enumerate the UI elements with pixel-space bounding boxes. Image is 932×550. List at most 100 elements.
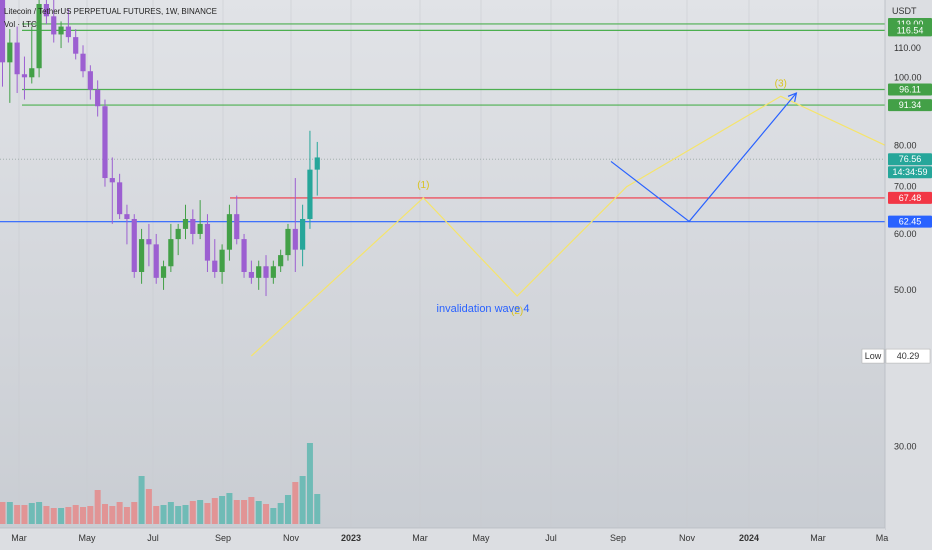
volume-bar [175,506,182,524]
volume-bar [314,494,321,524]
candle-body [124,214,130,219]
candle-body [14,42,20,75]
candle-body [153,244,159,278]
volume-bar [65,507,72,524]
y-tick-label: 60.00 [894,229,917,239]
volume-bar [21,505,28,524]
low-value-box [885,348,931,364]
volume-bar [211,498,218,524]
volume-bar [87,506,94,524]
elliott-wave-path [250,95,932,357]
x-tick-label: Mar [11,533,27,543]
low-label-box [861,348,885,364]
candle-body [80,53,86,72]
x-tick-label: May [78,533,96,543]
price-badge-label: 14:34:59 [892,167,927,177]
candle-body [36,4,42,69]
volume-bar [131,502,138,524]
y-tick-label: 30.00 [894,442,917,452]
volume-bar [219,496,226,524]
price-badge [888,215,932,228]
candle-body [109,178,115,183]
candle-body [219,249,225,272]
price-badge-label: 116.54 [897,25,924,35]
volume-bar [0,502,6,524]
alternate-path [610,92,797,223]
price-axis[interactable] [885,0,932,550]
volume-bar [197,500,204,524]
candle-body [21,74,28,78]
volume-bar [226,493,233,524]
candle-body [131,218,137,272]
volume-bar [6,502,13,524]
wave-label: (2) [511,306,523,317]
volume-bar [160,505,167,524]
candle-body [175,228,181,240]
x-tick-label: May [472,533,490,543]
candle-body [168,239,174,267]
symbol-title: Litecoin / TetherUS PERPETUAL FUTURES, 1… [4,7,217,16]
x-tick-label: 2024 [739,533,759,543]
volume-bar [153,506,160,524]
volume-bar [80,507,87,524]
candle-body [197,223,203,234]
volume-bar [241,500,248,524]
volume-bar [233,500,240,524]
volume-bar [101,504,108,524]
volume-bar [167,502,174,524]
candle-body [212,260,218,272]
volume-bar [277,503,284,524]
volume-bar [270,508,277,524]
volume-bar [145,489,152,524]
candle-body [190,218,196,234]
candle-body [95,89,101,107]
candle-body [138,239,145,272]
price-badge [888,99,932,112]
volume-indicator-label: Vol · LTC [4,20,37,29]
x-tick-label: Mar [810,533,826,543]
x-tick-label: 2023 [341,533,361,543]
price-badge [888,166,932,179]
price-badge-label: 96.11 [899,84,921,94]
x-tick-label: Nov [283,533,300,543]
candle-body [7,42,13,63]
volume-bar [28,503,35,524]
volume-bar [299,476,306,524]
candle-body [51,16,57,35]
candle-body [102,106,108,179]
candle-body [307,169,313,219]
low-label: Low [865,351,882,361]
candle-body [263,266,269,278]
currency-label: USDT [892,6,917,16]
price-badge-label: 76.56 [899,154,922,164]
invalidation-note: invalidation wave 4 [437,303,530,315]
x-tick-label: Ma [876,533,889,543]
candle-body [87,71,93,90]
volume-bar [36,502,43,524]
volume-bar [43,506,50,524]
candle-body [117,182,123,215]
time-axis[interactable] [0,528,885,550]
volume-bar [248,497,255,524]
price-badge-label: 67.48 [899,193,922,203]
candle-body [73,37,79,54]
candle-body [241,239,247,272]
price-badge [888,24,932,37]
candle-body [146,239,152,245]
volume-bar [292,482,299,524]
y-tick-label: 50.00 [894,285,917,295]
candle-body [248,271,254,278]
y-tick-label: 110.00 [894,43,921,53]
candle-body [204,223,211,261]
arrow-head [787,92,798,102]
candle-body [0,0,6,63]
low-value: 40.29 [897,351,920,361]
candle-body [256,266,262,278]
price-badge-label: 119.00 [897,19,924,29]
candle-body [285,228,291,256]
candle-body [234,214,240,240]
volume-bar [284,495,291,524]
x-tick-label: Sep [215,533,231,543]
